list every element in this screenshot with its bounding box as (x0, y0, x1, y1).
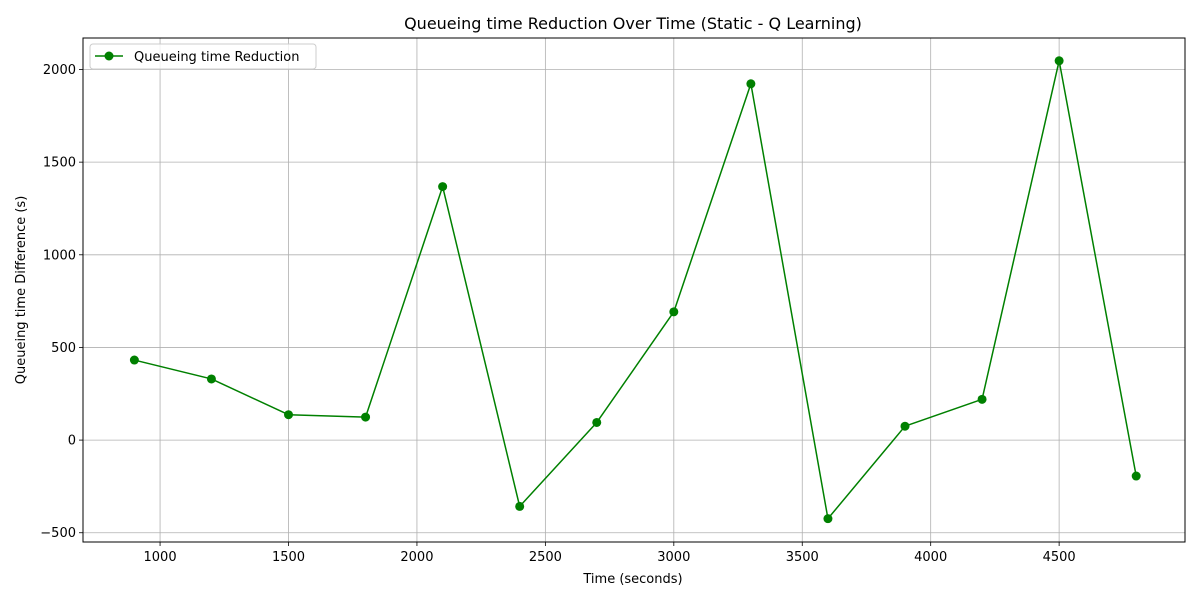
x-tick-label: 1500 (272, 550, 305, 565)
legend-label: Queueing time Reduction (134, 50, 299, 65)
y-tick-label: 0 (68, 434, 76, 449)
legend-box (89, 43, 317, 70)
data-point (129, 355, 139, 365)
y-axis-label: Queueing time Difference (s) (14, 196, 29, 385)
data-point (669, 307, 679, 317)
y-tick-label: −500 (40, 526, 76, 541)
x-axis-label: Time (seconds) (582, 572, 682, 587)
x-tick-label: 2000 (400, 550, 433, 565)
axis-ticks: 1000 1500 2000 2500 3000 3500 4000 4500 −500 0 500… (40, 63, 1075, 565)
chart-title: Queueing time Reduction Over Time (Stati… (404, 14, 862, 33)
grid-lines (83, 38, 1185, 542)
data-point (361, 412, 371, 422)
y-tick-label: 2000 (43, 63, 76, 78)
data-point (900, 421, 910, 431)
data-point (515, 501, 525, 511)
data-point (823, 514, 833, 524)
series-layer (129, 56, 1141, 524)
data-point (438, 182, 448, 192)
y-tick-label: 1000 (43, 248, 76, 263)
data-point (284, 410, 294, 420)
y-tick-label: 1500 (43, 156, 76, 171)
plot-frame (82, 37, 1186, 543)
data-point (1054, 56, 1064, 66)
legend: Queueing time Reduction (89, 43, 317, 70)
x-tick-label: 4500 (1043, 550, 1076, 565)
data-point (746, 79, 756, 89)
data-point (977, 394, 987, 404)
x-tick-label: 3500 (786, 550, 819, 565)
data-point (206, 374, 216, 384)
series-line (134, 60, 1137, 520)
legend-marker-swatch (104, 51, 114, 61)
x-tick-label: 4000 (914, 550, 947, 565)
x-tick-label: 3000 (657, 550, 690, 565)
x-tick-label: 2500 (529, 550, 562, 565)
data-point (592, 417, 602, 427)
y-tick-label: 500 (51, 341, 76, 356)
x-tick-label: 1000 (144, 550, 177, 565)
data-point (1131, 471, 1141, 481)
